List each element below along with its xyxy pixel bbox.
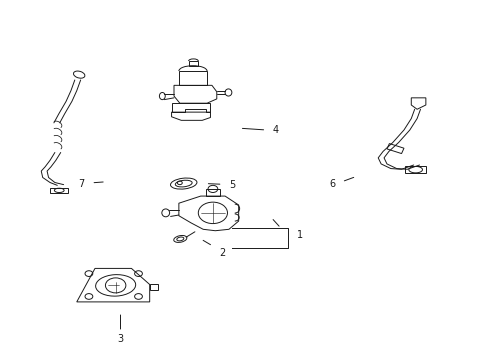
- Text: 4: 4: [272, 125, 279, 135]
- Text: 1: 1: [297, 230, 303, 240]
- Text: 3: 3: [117, 334, 123, 344]
- Text: 2: 2: [219, 248, 225, 258]
- Text: 7: 7: [79, 179, 84, 189]
- Text: 6: 6: [328, 179, 334, 189]
- Text: 5: 5: [229, 180, 235, 190]
